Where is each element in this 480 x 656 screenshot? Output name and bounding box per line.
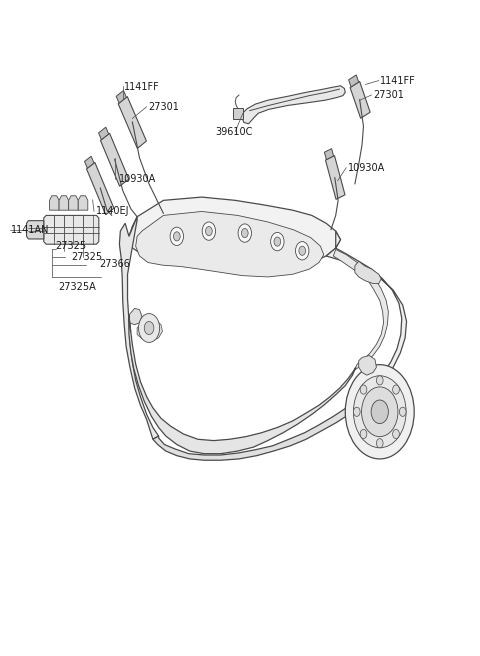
Polygon shape — [116, 91, 126, 103]
Polygon shape — [129, 315, 356, 454]
Polygon shape — [129, 308, 142, 325]
Polygon shape — [333, 249, 388, 371]
Circle shape — [296, 241, 309, 260]
Circle shape — [271, 232, 284, 251]
Polygon shape — [98, 127, 108, 140]
Polygon shape — [242, 86, 345, 124]
Polygon shape — [325, 155, 345, 199]
Text: 1141FF: 1141FF — [124, 82, 160, 92]
Circle shape — [345, 365, 414, 459]
Text: 27325: 27325 — [56, 241, 87, 251]
Circle shape — [353, 376, 406, 448]
Text: 1141FF: 1141FF — [380, 75, 416, 85]
Circle shape — [393, 430, 399, 439]
Polygon shape — [118, 96, 146, 148]
Circle shape — [144, 321, 154, 335]
Polygon shape — [44, 215, 99, 244]
Circle shape — [202, 222, 216, 240]
Polygon shape — [355, 261, 381, 283]
Text: 27301: 27301 — [373, 90, 404, 100]
Polygon shape — [69, 195, 78, 210]
Text: 27325: 27325 — [72, 253, 103, 262]
Circle shape — [376, 376, 383, 385]
Polygon shape — [137, 318, 162, 341]
Polygon shape — [153, 395, 362, 461]
Circle shape — [361, 387, 398, 437]
Polygon shape — [78, 195, 88, 210]
Polygon shape — [350, 81, 370, 118]
Polygon shape — [59, 195, 69, 210]
Text: 27366: 27366 — [99, 259, 130, 269]
Polygon shape — [129, 197, 340, 268]
Polygon shape — [100, 133, 129, 186]
Circle shape — [376, 439, 383, 448]
Circle shape — [393, 385, 399, 394]
Circle shape — [299, 246, 306, 255]
Circle shape — [139, 314, 159, 342]
Polygon shape — [348, 75, 359, 87]
Circle shape — [274, 237, 281, 246]
Text: 10930A: 10930A — [120, 174, 156, 184]
Circle shape — [170, 227, 183, 245]
Circle shape — [371, 400, 388, 424]
Polygon shape — [84, 156, 94, 168]
Text: 10930A: 10930A — [348, 163, 385, 173]
Polygon shape — [49, 195, 59, 210]
Polygon shape — [233, 108, 243, 119]
Text: 1141AN: 1141AN — [11, 225, 50, 235]
Circle shape — [241, 228, 248, 237]
Text: 27301: 27301 — [148, 102, 179, 112]
Polygon shape — [26, 220, 44, 239]
Text: 1140EJ: 1140EJ — [96, 207, 129, 216]
Circle shape — [399, 407, 406, 417]
Circle shape — [360, 430, 367, 439]
Polygon shape — [86, 163, 114, 215]
Polygon shape — [120, 216, 158, 440]
Circle shape — [173, 232, 180, 241]
Polygon shape — [326, 231, 407, 395]
Polygon shape — [136, 211, 324, 277]
Circle shape — [360, 385, 367, 394]
Polygon shape — [324, 149, 334, 159]
Text: 39610C: 39610C — [215, 127, 252, 136]
Polygon shape — [359, 356, 376, 375]
Text: 27325A: 27325A — [58, 283, 96, 293]
Circle shape — [205, 226, 212, 236]
Circle shape — [353, 407, 360, 417]
Circle shape — [238, 224, 252, 242]
